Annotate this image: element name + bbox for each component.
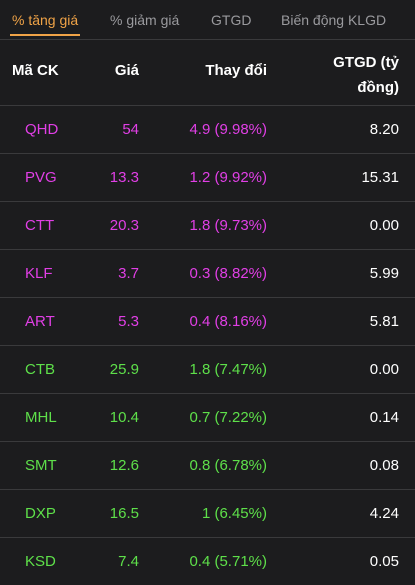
stock-table: QHD 54 4.9 (9.98%) 8.20 PVG 13.3 1.2 (9.92%) 15… bbox=[0, 106, 415, 585]
stock-symbol: KLF bbox=[25, 265, 53, 282]
stock-price: 10.4 bbox=[109, 409, 139, 426]
stock-trading-value: 8.20 bbox=[369, 121, 399, 138]
header-volume[interactable]: GTGD (tỷ đồng) bbox=[289, 50, 399, 100]
stock-price: 5.3 bbox=[118, 313, 139, 330]
stock-change: 0.7 (7.22%) bbox=[189, 409, 267, 426]
stock-change: 1.8 (9.73%) bbox=[189, 217, 267, 234]
stock-price: 7.4 bbox=[118, 553, 139, 570]
tab-volume-change[interactable]: Biến động KLGD bbox=[281, 12, 387, 28]
stock-change: 1.2 (9.92%) bbox=[189, 169, 267, 186]
header-symbol[interactable]: Mã CK bbox=[12, 62, 59, 79]
stock-change: 1 (6.45%) bbox=[201, 505, 267, 522]
stock-symbol: SMT bbox=[25, 457, 57, 474]
stock-trading-value: 0.00 bbox=[369, 361, 399, 378]
table-row[interactable]: SMT 12.6 0.8 (6.78%) 0.08 bbox=[0, 442, 415, 490]
stock-price: 3.7 bbox=[118, 265, 139, 282]
stock-symbol: QHD bbox=[25, 121, 59, 138]
table-row[interactable]: QHD 54 4.9 (9.98%) 8.20 bbox=[0, 106, 415, 154]
tab-top-losers[interactable]: % giảm giá bbox=[110, 12, 180, 28]
stock-symbol: MHL bbox=[25, 409, 57, 426]
stock-trading-value: 4.24 bbox=[369, 505, 399, 522]
stock-price: 25.9 bbox=[109, 361, 139, 378]
stock-trading-value: 0.08 bbox=[369, 457, 399, 474]
table-row[interactable]: KSD 7.4 0.4 (5.71%) 0.05 bbox=[0, 538, 415, 585]
table-row[interactable]: CTT 20.3 1.8 (9.73%) 0.00 bbox=[0, 202, 415, 250]
stock-trading-value: 5.99 bbox=[369, 265, 399, 282]
stock-change: 0.8 (6.78%) bbox=[189, 457, 267, 474]
table-row[interactable]: DXP 16.5 1 (6.45%) 4.24 bbox=[0, 490, 415, 538]
table-row[interactable]: KLF 3.7 0.3 (8.82%) 5.99 bbox=[0, 250, 415, 298]
stock-change: 4.9 (9.98%) bbox=[189, 121, 267, 138]
stock-trading-value: 15.31 bbox=[361, 169, 399, 186]
stock-change: 0.4 (5.71%) bbox=[189, 553, 267, 570]
stock-symbol: ART bbox=[25, 313, 55, 330]
stock-change: 0.4 (8.16%) bbox=[189, 313, 267, 330]
stock-symbol: DXP bbox=[25, 505, 56, 522]
stock-trading-value: 0.14 bbox=[369, 409, 399, 426]
stock-trading-value: 0.00 bbox=[369, 217, 399, 234]
stock-symbol: CTT bbox=[25, 217, 55, 234]
table-row[interactable]: CTB 25.9 1.8 (7.47%) 0.00 bbox=[0, 346, 415, 394]
stock-symbol: PVG bbox=[25, 169, 57, 186]
header-change[interactable]: Thay đổi bbox=[205, 62, 267, 79]
header-volume-line1: GTGD (tỷ bbox=[333, 54, 399, 71]
table-row[interactable]: ART 5.3 0.4 (8.16%) 5.81 bbox=[0, 298, 415, 346]
stock-price: 20.3 bbox=[109, 217, 139, 234]
tab-top-gainers[interactable]: % tăng giá bbox=[9, 12, 81, 36]
stock-change: 1.8 (7.47%) bbox=[189, 361, 267, 378]
stock-price: 16.5 bbox=[109, 505, 139, 522]
stock-price: 54 bbox=[122, 121, 139, 138]
table-header: Mã CK Giá Thay đổi GTGD (tỷ đồng) bbox=[0, 40, 415, 106]
stock-trading-value: 0.05 bbox=[369, 553, 399, 570]
tab-bar: % tăng giá % giảm giá GTGD Biến động KLG… bbox=[0, 0, 415, 40]
stock-price: 12.6 bbox=[109, 457, 139, 474]
stock-price: 13.3 bbox=[109, 169, 139, 186]
table-row[interactable]: PVG 13.3 1.2 (9.92%) 15.31 bbox=[0, 154, 415, 202]
stock-change: 0.3 (8.82%) bbox=[189, 265, 267, 282]
header-price[interactable]: Giá bbox=[114, 62, 139, 79]
stock-symbol: CTB bbox=[25, 361, 55, 378]
table-row[interactable]: MHL 10.4 0.7 (7.22%) 0.14 bbox=[0, 394, 415, 442]
tab-trading-value[interactable]: GTGD bbox=[211, 12, 252, 28]
stock-symbol: KSD bbox=[25, 553, 56, 570]
stock-trading-value: 5.81 bbox=[369, 313, 399, 330]
header-volume-line2: đồng) bbox=[357, 79, 399, 96]
